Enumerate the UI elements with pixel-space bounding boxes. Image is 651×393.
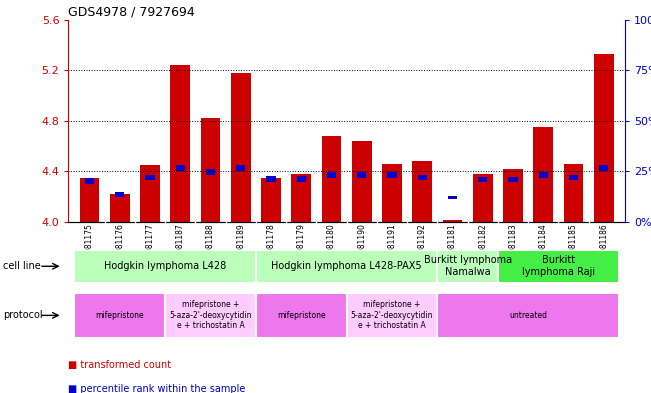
Bar — [74, 293, 165, 338]
Text: protocol: protocol — [3, 310, 43, 320]
Bar — [322, 136, 341, 222]
Bar — [292, 174, 311, 222]
Text: Hodgkin lymphoma L428: Hodgkin lymphoma L428 — [104, 261, 227, 271]
Bar — [297, 176, 306, 182]
Bar — [508, 176, 518, 182]
Bar — [418, 175, 427, 180]
Bar — [171, 65, 190, 222]
Bar — [413, 161, 432, 222]
Text: cell line: cell line — [3, 261, 41, 271]
Text: ■ percentile rank within the sample: ■ percentile rank within the sample — [68, 384, 245, 393]
Bar — [478, 176, 488, 182]
Bar — [443, 220, 462, 222]
Bar — [261, 178, 281, 222]
Bar — [256, 250, 437, 283]
Bar — [357, 172, 367, 178]
Bar — [382, 164, 402, 222]
Bar — [115, 192, 124, 197]
Bar — [85, 178, 94, 184]
Bar — [448, 196, 457, 199]
Bar — [498, 250, 619, 283]
Bar — [437, 293, 619, 338]
Bar — [140, 165, 160, 222]
Bar — [327, 172, 336, 178]
Text: untreated: untreated — [509, 311, 547, 320]
Bar — [145, 174, 154, 180]
Bar — [437, 250, 498, 283]
Bar — [74, 250, 256, 283]
Bar — [176, 165, 185, 171]
Text: Burkitt
lymphoma Raji: Burkitt lymphoma Raji — [522, 255, 595, 277]
Text: mifepristone +
5-aza-2'-deoxycytidin
e + trichostatin A: mifepristone + 5-aza-2'-deoxycytidin e +… — [169, 301, 252, 330]
Bar — [206, 169, 215, 175]
Bar — [352, 141, 372, 222]
Bar — [594, 54, 614, 222]
Bar — [539, 172, 548, 178]
Text: ■ transformed count: ■ transformed count — [68, 360, 171, 371]
Bar — [600, 165, 608, 171]
Bar — [346, 293, 437, 338]
Text: Burkitt lymphoma
Namalwa: Burkitt lymphoma Namalwa — [424, 255, 512, 277]
Bar — [503, 169, 523, 222]
Text: mifepristone +
5-aza-2'-deoxycytidin
e + trichostatin A: mifepristone + 5-aza-2'-deoxycytidin e +… — [351, 301, 434, 330]
Bar — [533, 127, 553, 222]
Bar — [387, 172, 396, 178]
Text: GDS4978 / 7927694: GDS4978 / 7927694 — [68, 6, 195, 18]
Bar — [201, 118, 220, 222]
Bar — [569, 174, 578, 180]
Bar — [266, 176, 275, 182]
Bar — [165, 293, 256, 338]
Text: mifepristone: mifepristone — [277, 311, 326, 320]
Bar — [473, 174, 493, 222]
Text: Hodgkin lymphoma L428-PAX5: Hodgkin lymphoma L428-PAX5 — [271, 261, 422, 271]
Bar — [110, 194, 130, 222]
Text: mifepristone: mifepristone — [96, 311, 144, 320]
Bar — [231, 73, 251, 222]
Bar — [256, 293, 347, 338]
Bar — [236, 165, 245, 171]
Bar — [564, 164, 583, 222]
Bar — [79, 178, 100, 222]
